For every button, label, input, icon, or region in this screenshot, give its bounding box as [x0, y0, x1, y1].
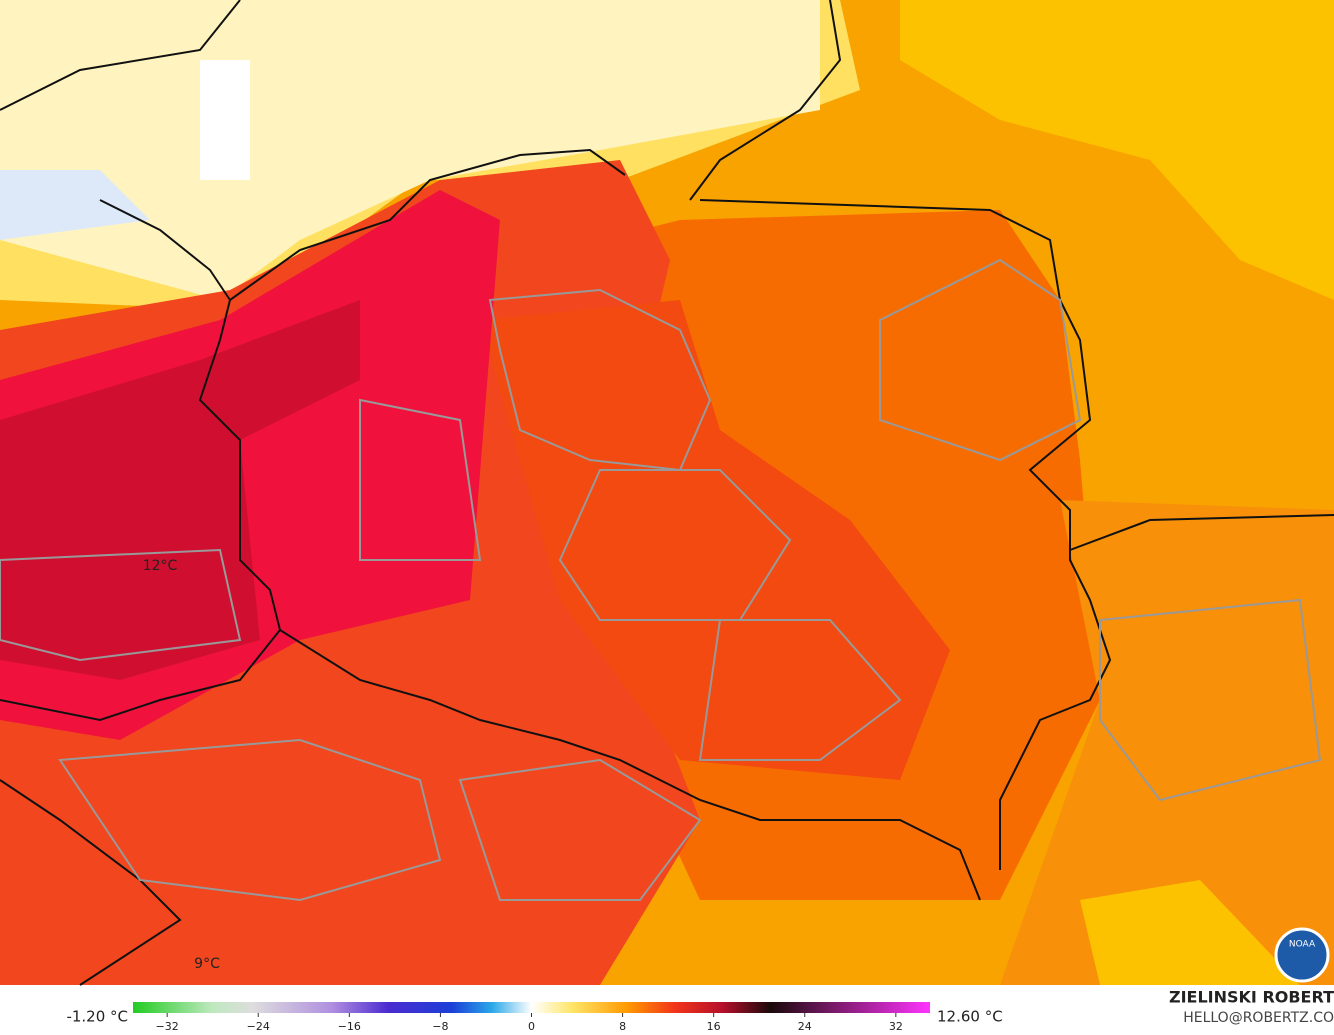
legend: -1.20 °C 12.60 °C −32 −24 −16 −8 0 8 16 24 32 — [66, 1002, 1003, 1033]
tick-label: 24 — [798, 1020, 812, 1033]
logo — [1274, 927, 1330, 983]
logo-text: NOAA — [1289, 940, 1316, 950]
tick-label: 8 — [619, 1020, 626, 1033]
legend-min: -1.20 °C — [66, 1008, 128, 1026]
tick-label: 16 — [707, 1020, 721, 1033]
map-label: 9°C — [194, 956, 220, 972]
map-label: 12°C — [143, 558, 178, 574]
tick-label: −16 — [338, 1020, 361, 1033]
credit-email: HELLO@ROBERTZ.CO — [1183, 1010, 1334, 1026]
legend-max: 12.60 °C — [937, 1008, 1003, 1026]
tick-label: 32 — [889, 1020, 903, 1033]
credit-name: ZIELINSKI ROBERT — [1169, 988, 1334, 1007]
tick-label: 0 — [528, 1020, 535, 1033]
tick-label: −8 — [432, 1020, 448, 1033]
colorbar-ticks: −32 −24 −16 −8 0 8 16 24 32 — [156, 1013, 903, 1033]
tick-label: −32 — [156, 1020, 179, 1033]
map: 12°C 9°C NOAA — [0, 0, 1334, 986]
tick-label: −24 — [247, 1020, 270, 1033]
colorbar — [133, 1002, 930, 1013]
